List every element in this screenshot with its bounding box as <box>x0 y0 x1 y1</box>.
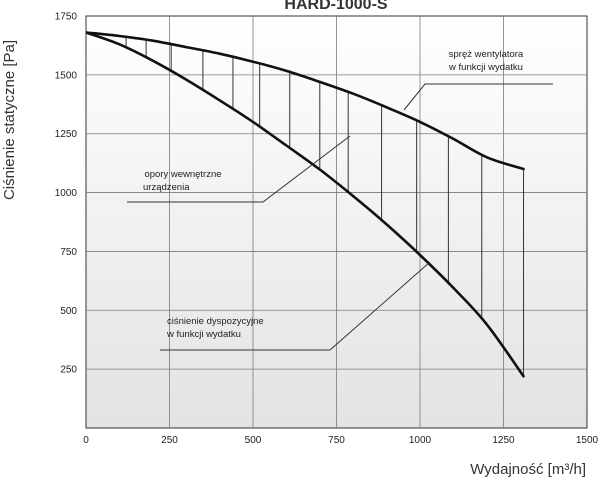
leader-internal-resistance <box>127 135 351 203</box>
annotation-leaders <box>127 83 553 351</box>
internal-resistance-curve <box>86 31 525 378</box>
annotation-internal-resistance-line1: opory wewnętrzne <box>144 169 221 180</box>
y-tick-label: 500 <box>60 306 77 317</box>
y-tick-label: 1500 <box>55 70 78 81</box>
x-tick-label: 500 <box>245 435 262 446</box>
x-axis-title: Wydajność [m³/h] <box>470 461 586 478</box>
x-tick-label: 250 <box>161 435 178 446</box>
annotation-fan-curve: spręż wentylatora w funkcji wydatku <box>448 49 524 73</box>
x-tick-label: 1500 <box>576 435 599 446</box>
x-tick-label: 1250 <box>492 435 515 446</box>
hatch-lines <box>125 36 525 377</box>
annotation-fan-curve-line2: w funkcji wydatku <box>448 62 523 73</box>
y-tick-label: 750 <box>60 247 77 258</box>
annotation-fan-curve-line1: spręż wentylatora <box>449 49 524 60</box>
annotation-available-pressure: ciśnienie dyspozycyjne w funkcji wydatku <box>166 316 264 340</box>
x-tick-label: 1000 <box>409 435 432 446</box>
y-tick-label: 250 <box>60 365 77 376</box>
y-axis-title: Ciśnienie statyczne [Pa] <box>1 40 18 200</box>
chart-title: HARD-1000-S <box>284 0 387 13</box>
y-tick-label: 1250 <box>55 129 78 140</box>
leader-available-pressure <box>160 261 431 351</box>
x-tick-label: 750 <box>328 435 345 446</box>
curves <box>86 31 525 378</box>
annotation-internal-resistance: opory wewnętrzne urządzenia <box>143 169 222 193</box>
y-tick-label: 1000 <box>55 188 78 199</box>
y-tick-label: 1750 <box>55 12 78 23</box>
leader-fan-curve <box>403 83 553 111</box>
annotation-available-pressure-line2: w funkcji wydatku <box>166 329 241 340</box>
fan-pressure-curve <box>86 31 525 171</box>
tick-labels: 0 250 500 750 1000 1250 1500 250 500 750 1000 1250 1… <box>55 12 599 447</box>
annotation-internal-resistance-line2: urządzenia <box>143 182 190 193</box>
x-tick-label: 0 <box>83 435 89 446</box>
annotation-available-pressure-line1: ciśnienie dyspozycyjne <box>167 316 264 327</box>
grid <box>86 16 587 428</box>
